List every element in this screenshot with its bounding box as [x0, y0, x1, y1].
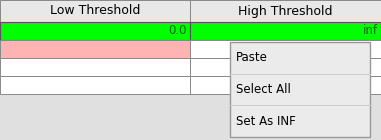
Text: Paste: Paste	[236, 51, 268, 64]
Bar	[190, 22, 381, 40]
Bar	[190, 40, 381, 58]
Bar	[190, 58, 381, 76]
Bar	[0, 76, 190, 94]
Text: 0.0: 0.0	[168, 24, 187, 38]
Bar	[190, 0, 381, 22]
Text: inf: inf	[363, 24, 378, 38]
Bar	[190, 76, 381, 94]
Text: Low Threshold: Low Threshold	[50, 4, 140, 18]
Bar	[230, 42, 370, 137]
Bar	[0, 40, 190, 58]
Text: Select All: Select All	[236, 83, 291, 96]
Bar	[0, 58, 190, 76]
Bar	[0, 0, 190, 22]
Text: High Threshold: High Threshold	[238, 4, 333, 18]
Bar	[0, 22, 190, 40]
Text: Set As INF: Set As INF	[236, 115, 296, 128]
